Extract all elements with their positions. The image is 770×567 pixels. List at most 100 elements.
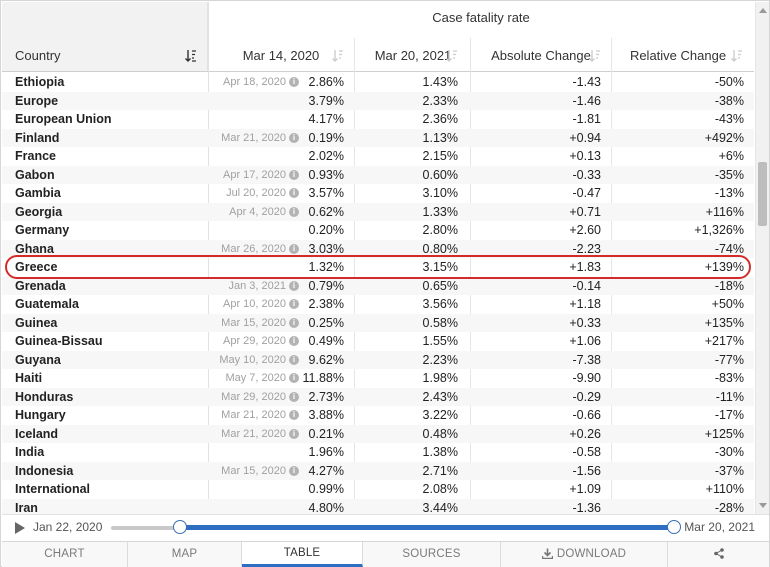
header-country[interactable]: Country — [15, 38, 195, 72]
timeline-start-handle[interactable] — [173, 520, 187, 534]
cell-value-date2: 2.43% — [422, 389, 458, 404]
cell-relative-change: +110% — [705, 482, 744, 496]
cell-date-note: Apr 17, 2020 i — [223, 166, 299, 185]
cell-country: Guinea-Bissau — [15, 334, 103, 348]
cell-country: Gabon — [15, 167, 55, 182]
cell-value-date1: 0.19% — [308, 130, 344, 145]
info-icon[interactable]: i — [289, 280, 299, 291]
tab-chart-label: CHART — [44, 548, 85, 560]
tab-sources-label: SOURCES — [402, 548, 461, 560]
share-button[interactable] — [668, 542, 769, 567]
cell-value-date1: 0.93% — [308, 167, 344, 182]
tab-map[interactable]: MAP — [128, 542, 242, 567]
info-icon[interactable]: i — [289, 410, 299, 421]
info-icon[interactable]: i — [289, 428, 299, 439]
cell-relative-change: -43% — [714, 112, 744, 126]
tab-chart[interactable]: CHART — [2, 542, 128, 567]
timeline-start-label[interactable]: Jan 22, 2020 — [33, 520, 103, 534]
info-icon[interactable]: i — [289, 188, 299, 199]
sort-icon[interactable] — [332, 49, 344, 62]
info-icon[interactable]: i — [289, 299, 299, 310]
table-row: Ethiopia Apr 18, 2020 i 2.86% 1.43% -1.43 -50% — [2, 73, 754, 92]
play-icon[interactable] — [15, 522, 25, 534]
cell-country: Germany — [15, 223, 70, 237]
cell-relative-change: +492% — [704, 130, 744, 145]
timeline-selected-range[interactable] — [180, 525, 674, 530]
cell-absolute-change: +2.60 — [569, 223, 601, 237]
cell-value-date1: 3.03% — [308, 241, 344, 256]
cell-date-note: May 7, 2020 i — [225, 369, 299, 388]
scroll-down-arrow-icon[interactable] — [759, 503, 767, 508]
timeline-end-handle[interactable] — [667, 520, 681, 534]
date-note-text: Mar 29, 2020 — [221, 390, 286, 403]
cell-relative-change: +125% — [704, 426, 744, 441]
cell-value-date1: 2.02% — [308, 149, 344, 163]
sort-alpha-icon[interactable] — [185, 49, 197, 62]
cell-relative-change: -83% — [714, 371, 744, 385]
info-icon[interactable]: i — [289, 243, 299, 254]
timeline-end-label[interactable]: Mar 20, 2021 — [684, 520, 755, 534]
info-icon[interactable]: i — [289, 169, 299, 180]
date-note-text: Apr 18, 2020 — [223, 76, 286, 88]
tab-download[interactable]: DOWNLOAD — [501, 542, 668, 567]
date-note-text: May 7, 2020 — [225, 372, 286, 384]
info-icon[interactable]: i — [289, 132, 299, 143]
header-relative-change[interactable]: Relative Change — [612, 38, 744, 72]
cell-relative-change: +1,326% — [694, 223, 744, 237]
date-note-text: Mar 26, 2020 — [221, 242, 286, 255]
cell-value-date2: 2.71% — [422, 463, 458, 478]
cell-absolute-change: -1.43 — [572, 75, 602, 89]
cell-relative-change: -38% — [714, 93, 744, 108]
table-row: Haiti May 7, 2020 i 11.88% 1.98% -9.90 -83% — [2, 369, 754, 388]
cell-country: Ghana — [15, 241, 54, 256]
scroll-up-arrow-icon[interactable] — [759, 8, 767, 13]
cell-value-date2: 3.15% — [422, 260, 458, 274]
cell-value-date2: 3.44% — [422, 500, 458, 515]
vertical-scrollbar[interactable] — [755, 2, 769, 514]
cell-absolute-change: +0.71 — [569, 204, 601, 219]
scroll-thumb[interactable] — [758, 162, 767, 226]
cell-country: Honduras — [15, 389, 74, 404]
cell-relative-change: +135% — [704, 315, 744, 330]
date-note-text: Mar 21, 2020 — [221, 409, 286, 421]
cell-value-date1: 4.27% — [308, 463, 344, 478]
info-icon[interactable]: i — [289, 391, 299, 402]
cell-absolute-change: -1.56 — [572, 463, 602, 478]
header-date1[interactable]: Mar 14, 2020 — [208, 38, 354, 72]
cell-absolute-change: -1.81 — [572, 112, 602, 126]
cell-country: Iceland — [15, 426, 59, 441]
sort-icon[interactable] — [589, 49, 601, 62]
tab-table[interactable]: TABLE — [242, 542, 363, 567]
cell-absolute-change: -9.90 — [572, 371, 602, 385]
header-absolute-change[interactable]: Absolute Change — [471, 38, 611, 72]
info-icon[interactable]: i — [289, 77, 299, 88]
tab-sources[interactable]: SOURCES — [363, 542, 501, 567]
sort-icon[interactable] — [446, 49, 458, 62]
cell-country: Ethiopia — [15, 75, 65, 89]
date-note-text: Apr 4, 2020 — [229, 205, 286, 218]
cell-date-note: Mar 21, 2020 i — [221, 406, 299, 425]
column-divider — [208, 2, 209, 514]
cell-country: Hungary — [15, 408, 66, 422]
cell-absolute-change: +0.94 — [569, 130, 601, 145]
cell-value-date2: 0.80% — [422, 241, 458, 256]
info-icon[interactable]: i — [289, 354, 299, 365]
info-icon[interactable]: i — [289, 373, 299, 384]
table-row: Guyana May 10, 2020 i 9.62% 2.23% -7.38 -77% — [2, 350, 754, 369]
info-icon[interactable]: i — [289, 336, 299, 347]
info-icon[interactable]: i — [289, 465, 299, 476]
cell-country: Haiti — [15, 371, 43, 385]
cell-value-date1: 3.88% — [308, 408, 344, 422]
table-row: Gabon Apr 17, 2020 i 0.93% 0.60% -0.33 -35% — [2, 165, 754, 185]
cell-value-date1: 0.99% — [308, 482, 344, 496]
cell-value-date1: 4.17% — [308, 112, 344, 126]
sort-icon[interactable] — [731, 49, 743, 62]
header-country-label: Country — [15, 47, 61, 63]
header-date2[interactable]: Mar 20, 2021 — [355, 38, 471, 72]
info-icon[interactable]: i — [289, 317, 299, 328]
share-icon — [713, 548, 724, 560]
table-row: India 1.96% 1.38% -0.58 -30% — [2, 443, 754, 462]
info-icon[interactable]: i — [289, 206, 299, 217]
cell-relative-change: -17% — [714, 408, 744, 422]
cell-date-note: Mar 21, 2020 i — [221, 425, 299, 444]
